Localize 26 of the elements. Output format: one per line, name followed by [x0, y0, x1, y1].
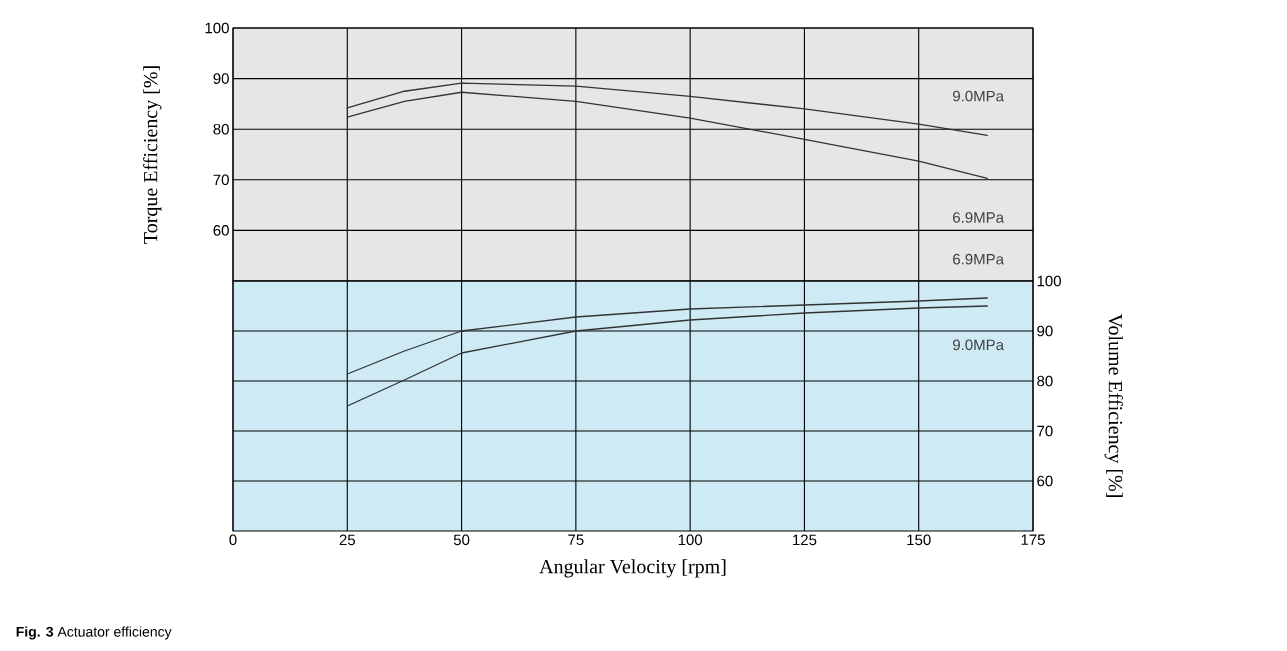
text: 6.9MPa: [953, 253, 1004, 265]
y-tick-label: 90: [213, 73, 229, 84]
y2-tick-label: 60: [1037, 475, 1053, 487]
x-axis-title: Angular Velocity [rpm]: [539, 559, 726, 578]
text: 9.0MPa: [953, 339, 1004, 351]
x-tick-label: 75: [568, 534, 584, 545]
y2-tick-label: 70: [1037, 425, 1053, 437]
y2-tick-label: 90: [1037, 325, 1053, 337]
x-tick-label: 50: [453, 534, 470, 546]
x-tick-label: 0: [229, 534, 237, 546]
y2-tick-label: 80: [1037, 375, 1053, 387]
x-tick-label: 175: [1021, 534, 1045, 545]
x-tick-label: 100: [678, 534, 703, 546]
series-label: 9.0MPa: [953, 90, 1004, 102]
y2-axis-title: Volume Efficiency [%]: [1104, 313, 1123, 497]
text: 6.9MPa: [953, 212, 1004, 223]
y-axis-title: Torque Efficiency [%]: [143, 66, 162, 244]
y-tick-label: 100: [205, 22, 229, 34]
y-tick-label: 60: [213, 225, 229, 236]
text: Fig. 3 Actuator efficiency: [16, 626, 172, 640]
x-tick-label: 25: [339, 534, 355, 546]
y-tick-label: 80: [213, 123, 229, 135]
y-tick-label: 70: [213, 174, 229, 186]
y2-tick-label: 100: [1037, 275, 1061, 287]
x-tick-label: 150: [907, 534, 931, 546]
x-tick-label: 125: [793, 534, 817, 546]
